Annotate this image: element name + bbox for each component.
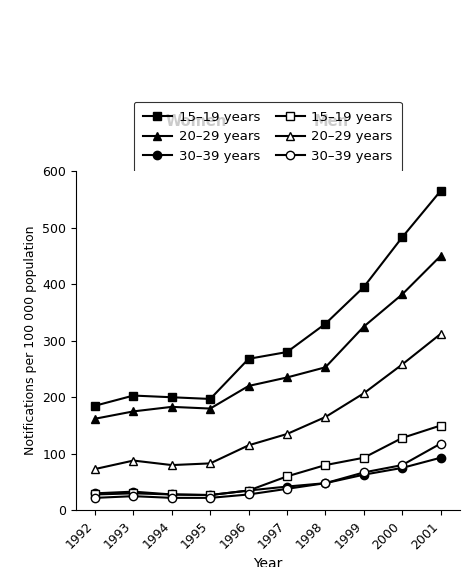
Text: Men: Men [313,114,348,129]
X-axis label: Year: Year [253,557,283,567]
Legend: 15–19 years, 20–29 years, 30–39 years, 15–19 years, 20–29 years, 30–39 years: 15–19 years, 20–29 years, 30–39 years, 1… [134,101,402,172]
Text: Women: Women [166,114,228,129]
Y-axis label: Notifications per 100 000 population: Notifications per 100 000 population [24,226,36,455]
